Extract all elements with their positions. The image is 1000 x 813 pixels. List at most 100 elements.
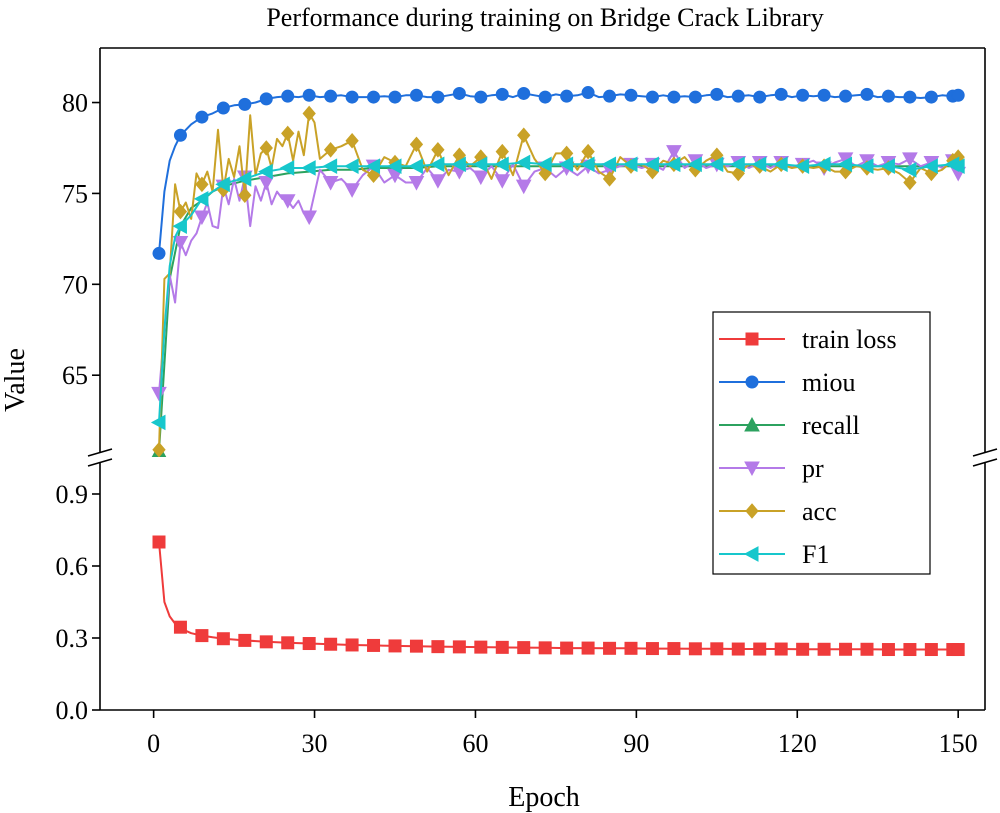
- data-point: [751, 156, 767, 173]
- legend-marker: [745, 375, 759, 389]
- data-point: [152, 246, 166, 260]
- data-point: [259, 140, 273, 156]
- data-point: [194, 210, 210, 226]
- data-point: [236, 171, 252, 187]
- data-point: [644, 156, 659, 173]
- data-point: [431, 142, 445, 158]
- data-point: [753, 90, 767, 104]
- bottom-y-tick-label: 0.3: [56, 624, 89, 653]
- data-point: [281, 636, 295, 650]
- data-point: [452, 86, 466, 100]
- data-point: [710, 642, 724, 656]
- data-point: [624, 641, 638, 655]
- legend-label: F1: [802, 540, 829, 569]
- data-point: [951, 643, 965, 657]
- data-point: [730, 156, 745, 173]
- data-point: [753, 642, 767, 656]
- data-point: [881, 643, 895, 657]
- data-point: [386, 158, 402, 174]
- data-point: [837, 156, 853, 173]
- chart-title: Performance during training on Bridge Cr…: [266, 3, 823, 32]
- data-point: [495, 640, 509, 654]
- data-point: [195, 110, 209, 124]
- data-point: [603, 641, 617, 655]
- data-point: [301, 160, 316, 176]
- data-point: [924, 90, 938, 104]
- data-point: [645, 90, 659, 104]
- data-point: [388, 90, 402, 104]
- data-point: [881, 89, 895, 103]
- data-point: [324, 89, 338, 103]
- data-point: [622, 156, 638, 173]
- x-tick-label: 150: [939, 729, 978, 758]
- data-point: [731, 642, 745, 656]
- data-point: [581, 641, 595, 655]
- data-point: [408, 176, 425, 191]
- data-point: [281, 89, 295, 103]
- data-point: [173, 203, 188, 220]
- bottom-y-tick-label: 0.0: [56, 696, 89, 725]
- data-point: [601, 156, 617, 173]
- data-point: [624, 88, 638, 102]
- data-point: [816, 156, 831, 173]
- data-point: [151, 386, 167, 402]
- data-point: [152, 535, 166, 549]
- legend-label: miou: [802, 368, 855, 397]
- data-point: [345, 132, 359, 149]
- top-y-tick-label: 70: [62, 270, 88, 299]
- data-point: [603, 89, 617, 103]
- data-point: [216, 101, 230, 115]
- data-point: [388, 639, 402, 653]
- top-y-tick-label: 80: [62, 89, 88, 118]
- data-point: [344, 183, 360, 198]
- data-point: [259, 92, 273, 106]
- data-point: [880, 158, 895, 174]
- data-point: [452, 640, 466, 654]
- x-tick-label: 0: [147, 729, 160, 758]
- data-point: [259, 635, 273, 649]
- legend-label: acc: [802, 497, 837, 526]
- legend-label: recall: [802, 411, 860, 440]
- data-point: [710, 87, 724, 101]
- data-point: [238, 187, 252, 204]
- data-point: [258, 176, 275, 191]
- data-point: [774, 642, 788, 656]
- data-point: [901, 161, 917, 178]
- data-point: [517, 86, 531, 100]
- data-point: [923, 158, 938, 174]
- top-y-tick-label: 75: [62, 179, 88, 208]
- data-point: [817, 88, 831, 102]
- x-axis-label: Epoch: [508, 782, 580, 813]
- bottom-y-tick-label: 0.6: [56, 552, 89, 581]
- legend-marker: [744, 416, 760, 432]
- data-point: [345, 638, 359, 652]
- data-point: [667, 90, 681, 104]
- data-point: [258, 163, 273, 180]
- data-point: [279, 194, 296, 209]
- data-point: [667, 642, 681, 656]
- data-point: [172, 218, 187, 234]
- data-point: [774, 87, 788, 101]
- data-point: [924, 643, 938, 657]
- data-point: [950, 158, 965, 174]
- data-point: [408, 158, 423, 174]
- data-point: [902, 152, 918, 167]
- data-point: [302, 88, 316, 102]
- data-point: [301, 210, 318, 226]
- data-point: [537, 156, 552, 173]
- data-point: [472, 156, 488, 173]
- series-train-loss: [152, 535, 965, 657]
- data-point: [731, 89, 745, 103]
- data-point: [451, 156, 466, 173]
- data-point: [172, 236, 189, 251]
- legend-marker: [745, 332, 759, 346]
- axes-group: 0 30 60 90 120 150 65 70 75 80 0.0 0.3 0.6 0.9: [56, 47, 999, 758]
- data-point: [708, 156, 724, 173]
- legend: train loss miou recall pr acc F1: [712, 311, 931, 575]
- data-point: [538, 641, 552, 655]
- data-point: [173, 128, 187, 142]
- data-point: [472, 170, 489, 186]
- x-tick-label: 60: [462, 729, 488, 758]
- axis-break-gap-left: [86, 453, 114, 463]
